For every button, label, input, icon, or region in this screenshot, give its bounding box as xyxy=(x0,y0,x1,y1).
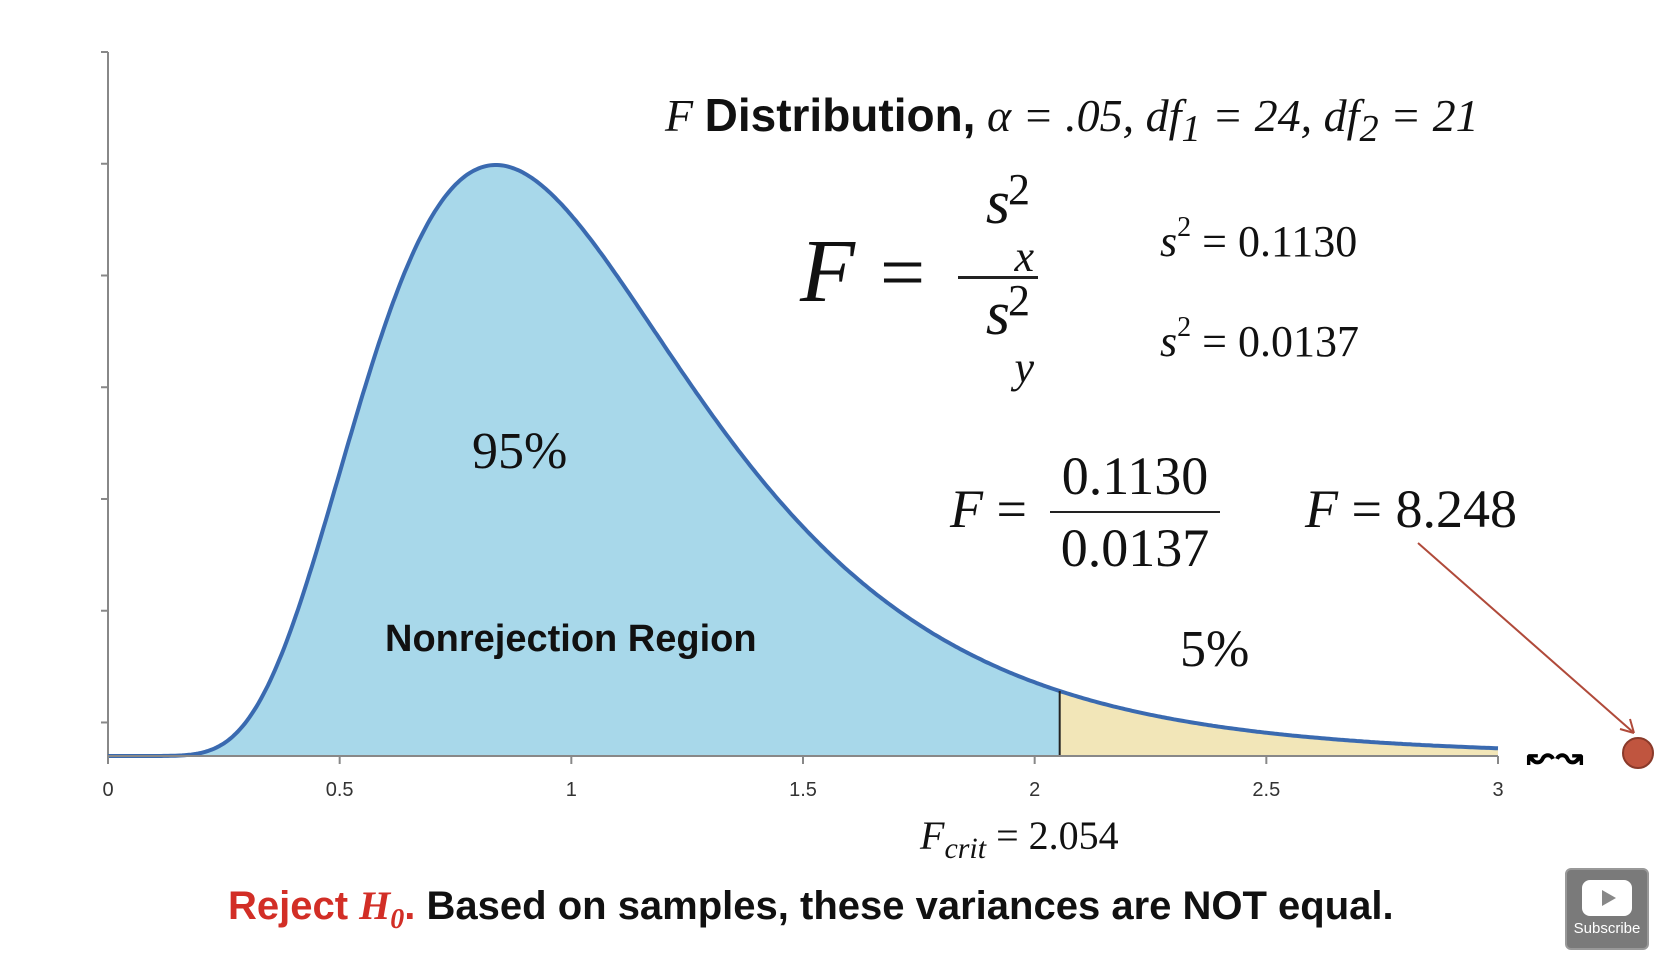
f-critical-label: Fcrit = 2.054 xyxy=(920,812,1119,866)
formula-equals: = xyxy=(880,229,926,317)
calc-f: F xyxy=(950,479,983,539)
test-statistic-point xyxy=(1622,737,1654,769)
title-alpha: α = .05, df xyxy=(986,90,1182,141)
reject-label: Reject xyxy=(228,884,360,928)
variance-y-base: s xyxy=(1160,317,1178,366)
variance-y-sup: 2 xyxy=(1177,312,1192,343)
formula-numerator: s 2 x xyxy=(958,165,1038,281)
x-tick-label: 0.5 xyxy=(326,779,354,801)
rejection-percent: 5% xyxy=(1180,621,1250,678)
numerator-base: s xyxy=(985,169,1011,237)
chart-title: F Distribution, α = .05, df1 = 24, df2 =… xyxy=(665,88,1479,151)
title-f: F xyxy=(665,90,694,141)
arrow-head-icon xyxy=(1619,718,1635,734)
conclusion-body: Based on samples, these variances are NO… xyxy=(415,884,1394,928)
subscribe-label: Subscribe xyxy=(1573,920,1641,937)
rejection-area xyxy=(1059,691,1498,756)
formula-denominator: s 2 y xyxy=(958,276,1038,392)
axis-break-icon: ↜↝ xyxy=(1527,737,1584,777)
x-tick-label: 2 xyxy=(1029,779,1040,801)
title-word: Distribution, xyxy=(704,89,976,141)
calc-eq: = xyxy=(983,479,1027,539)
variance-x-value: = 0.1130 xyxy=(1191,217,1358,266)
denominator-sup: 2 xyxy=(1008,276,1030,325)
conclusion-text: Reject H0. Based on samples, these varia… xyxy=(228,882,1394,936)
formula-fraction-bar xyxy=(958,276,1038,279)
numerator-sup: 2 xyxy=(1008,165,1030,214)
y-axis xyxy=(101,51,109,756)
nonrejection-area xyxy=(108,165,1060,756)
x-tick-label: 2.5 xyxy=(1252,779,1280,801)
title-df1-sub: 1 xyxy=(1181,108,1201,151)
numerator-sub: x xyxy=(1014,232,1034,281)
denominator-base: s xyxy=(985,280,1011,348)
youtube-play-icon xyxy=(1582,880,1632,916)
nonrejection-percent: 95% xyxy=(472,423,568,480)
title-df2-sub: 2 xyxy=(1359,108,1379,151)
f-result-value: = 8.248 xyxy=(1338,479,1517,539)
fcrit-sub: crit xyxy=(944,832,987,865)
fcrit-value: = 2.054 xyxy=(986,813,1119,858)
variance-x-sup: 2 xyxy=(1177,212,1192,243)
denominator-sub: y xyxy=(1014,343,1034,392)
calc-numerator: 0.1130 xyxy=(1061,446,1209,506)
calc-fraction: 0.1130 0.0137 xyxy=(1050,445,1220,579)
formula-f: F xyxy=(800,222,855,321)
calc-f-label: F = xyxy=(950,478,1027,540)
test-statistic-arrow xyxy=(1417,542,1635,734)
title-mid: = 24, df xyxy=(1200,90,1360,141)
title-end: = 21 xyxy=(1378,90,1479,141)
f-result: F = 8.248 xyxy=(1305,478,1517,540)
nonrejection-region-label: Nonrejection Region xyxy=(385,618,757,660)
variance-x-base: s xyxy=(1160,217,1178,266)
variance-y-value: = 0.0137 xyxy=(1191,317,1359,366)
calc-fraction-bar xyxy=(1050,511,1220,513)
density-curve xyxy=(108,163,1499,758)
f-result-f: F xyxy=(1305,479,1338,539)
x-tick-label: 1.5 xyxy=(789,779,817,801)
reject-dot: . xyxy=(404,884,416,928)
formula-fraction: s 2 x s 2 y xyxy=(958,165,1038,392)
calc-denominator: 0.0137 xyxy=(1060,518,1210,578)
title-params: α = .05, df1 = 24, df2 = 21 xyxy=(986,90,1479,150)
variance-y: s2 = 0.0137 xyxy=(1160,312,1359,367)
x-tick-label: 3 xyxy=(1492,779,1503,801)
reject-word: Reject H0. xyxy=(228,883,416,935)
variance-x: s2 = 0.1130 xyxy=(1160,212,1358,267)
x-axis: 0 0.5 1 1.5 2 2.5 3 xyxy=(102,755,1504,801)
h-sub: 0 xyxy=(390,904,405,935)
h-symbol: H xyxy=(359,883,391,928)
x-tick-label: 0 xyxy=(102,779,113,801)
fcrit-f: F xyxy=(920,813,945,858)
x-tick-label: 1 xyxy=(566,779,577,801)
subscribe-button[interactable]: Subscribe xyxy=(1565,868,1649,950)
